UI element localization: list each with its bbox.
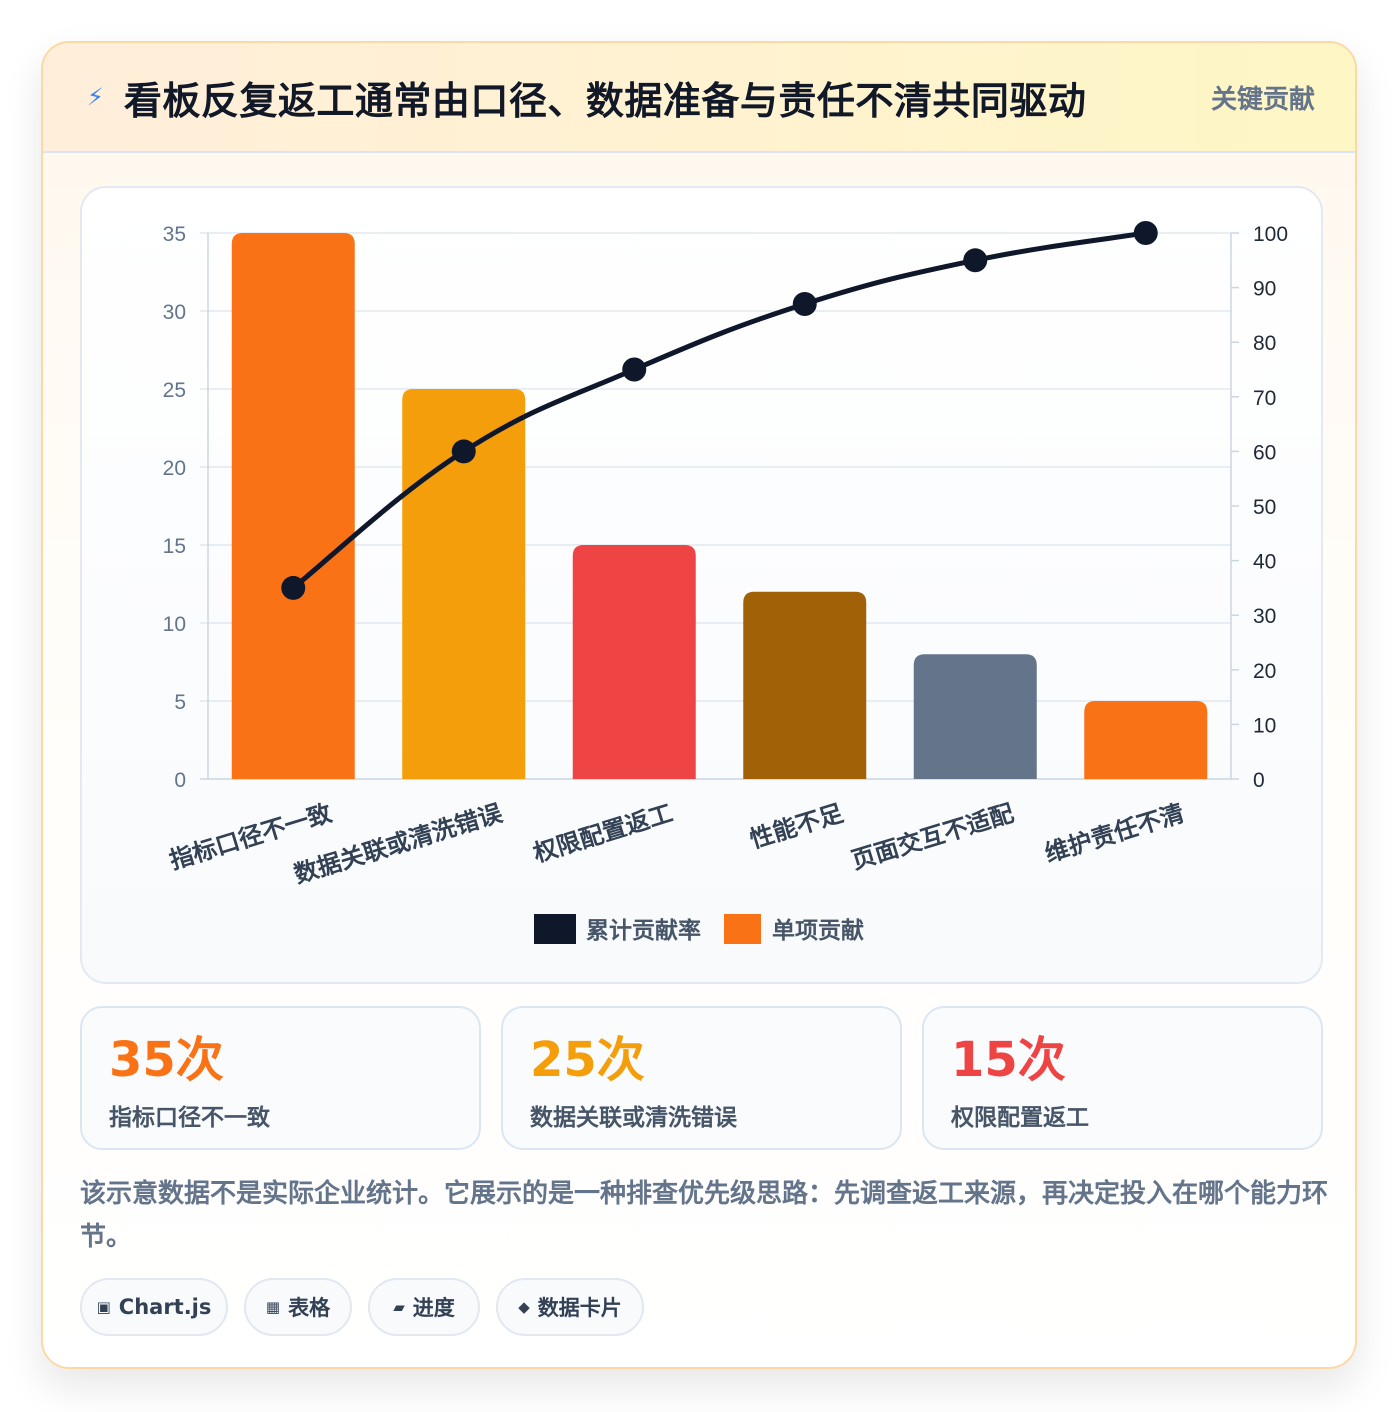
y2-tick-label: 80 [1253, 332, 1276, 355]
legend-swatch [724, 914, 761, 944]
legend-label: 累计贡献率 [586, 917, 701, 944]
y2-tick-label: 70 [1253, 387, 1276, 410]
y-tick-label: 15 [163, 535, 186, 558]
diamond-icon: ◆ [518, 1298, 530, 1316]
y2-tick-label: 50 [1253, 496, 1276, 519]
line-point [281, 575, 306, 600]
chip-chartjs[interactable]: ▣ Chart.js [80, 1278, 228, 1336]
legend-label: 单项贡献 [772, 918, 864, 944]
bar [572, 545, 696, 779]
stat-label: 指标口径不一致 [109, 1105, 270, 1131]
chip-label: 数据卡片 [537, 1296, 622, 1320]
y2-tick-label: 30 [1253, 605, 1276, 628]
chip-label: 表格 [288, 1296, 331, 1320]
table-icon: ▦ [265, 1298, 281, 1316]
stat-label: 数据关联或清洗错误 [530, 1105, 737, 1131]
title-wrap: ⚡ 看板反复返工通常由口径、数据准备与责任不清共同驱动 [87, 70, 1086, 125]
line-point [963, 248, 988, 273]
chip-table[interactable]: ▦ 表格 [244, 1278, 352, 1336]
bar [743, 591, 867, 779]
stat-value: 35次 [109, 1032, 224, 1088]
pareto-chart: 0 5 10 15 20 25 30 35 0 10 20 30 40 50 60 70 80 90 100 指标口径… [80, 186, 1323, 984]
stat-card: 25次 数据关联或清洗错误 [501, 1006, 902, 1150]
bar [402, 389, 526, 779]
legend-swatch [534, 914, 576, 944]
y2-tick-label: 0 [1253, 769, 1265, 792]
report-card: ⚡ 看板反复返工通常由口径、数据准备与责任不清共同驱动 关键贡献 0 5 10 15 2… [41, 41, 1357, 1369]
footnote: 该示意数据不是实际企业统计。它展示的是一种排查优先级思路：先调查返工来源，再决定… [80, 1179, 1329, 1252]
line-point [1133, 221, 1158, 245]
y2-tick-label: 20 [1253, 660, 1276, 683]
chip-progress[interactable]: ▰ 进度 [368, 1278, 480, 1336]
stat-cards: 35次 指标口径不一致 25次 数据关联或清洗错误 15次 权限配置返工 [80, 1006, 1323, 1150]
stat-value: 25次 [530, 1032, 645, 1088]
x-tick-label: 维护责任不清 [1042, 799, 1188, 868]
stat-card: 15次 权限配置返工 [922, 1006, 1323, 1150]
y2-tick-label: 60 [1253, 441, 1276, 464]
bar [1084, 701, 1208, 779]
y-tick-label: 20 [163, 457, 186, 480]
y-tick-label: 25 [163, 379, 186, 402]
y-tick-label: 30 [163, 301, 186, 324]
chip-label: Chart.js [118, 1295, 212, 1319]
y-tick-label: 5 [174, 691, 186, 714]
cumulative-line [290, 230, 1149, 591]
y-tick-label: 0 [174, 769, 186, 792]
y-tick-label: 10 [163, 613, 186, 636]
stat-label: 权限配置返工 [951, 1105, 1089, 1131]
stat-value: 15次 [951, 1032, 1066, 1088]
header-tag: 关键贡献 [1210, 84, 1315, 115]
y2-tick-label: 40 [1253, 551, 1276, 574]
progress-icon: ▰ [393, 1298, 405, 1316]
chip-label: 进度 [412, 1296, 455, 1320]
card-header: ⚡ 看板反复返工通常由口径、数据准备与责任不清共同驱动 关键贡献 [43, 43, 1355, 153]
y2-tick-label: 100 [1253, 223, 1288, 246]
chart-svg: 051015202530350102030405060708090100指标口径… [163, 221, 1288, 944]
x-tick-label: 权限配置返工 [529, 799, 676, 868]
y-tick-label: 35 [163, 223, 186, 246]
chip-data-cards[interactable]: ◆ 数据卡片 [496, 1278, 644, 1336]
chart-icon: ▣ [96, 1298, 111, 1316]
bar [913, 654, 1037, 779]
stat-card: 35次 指标口径不一致 [80, 1006, 481, 1150]
line-point [622, 357, 647, 382]
x-tick-label: 页面交互不适配 [848, 799, 1017, 875]
y2-tick-label: 10 [1253, 714, 1276, 737]
lightning-icon: ⚡ [87, 83, 104, 111]
y2-tick-label: 90 [1253, 278, 1276, 301]
line-point [451, 439, 476, 464]
page-title: 看板反复返工通常由口径、数据准备与责任不清共同驱动 [123, 78, 1087, 123]
line-point [792, 291, 817, 316]
bar [231, 233, 355, 779]
x-tick-label: 性能不足 [747, 799, 847, 854]
